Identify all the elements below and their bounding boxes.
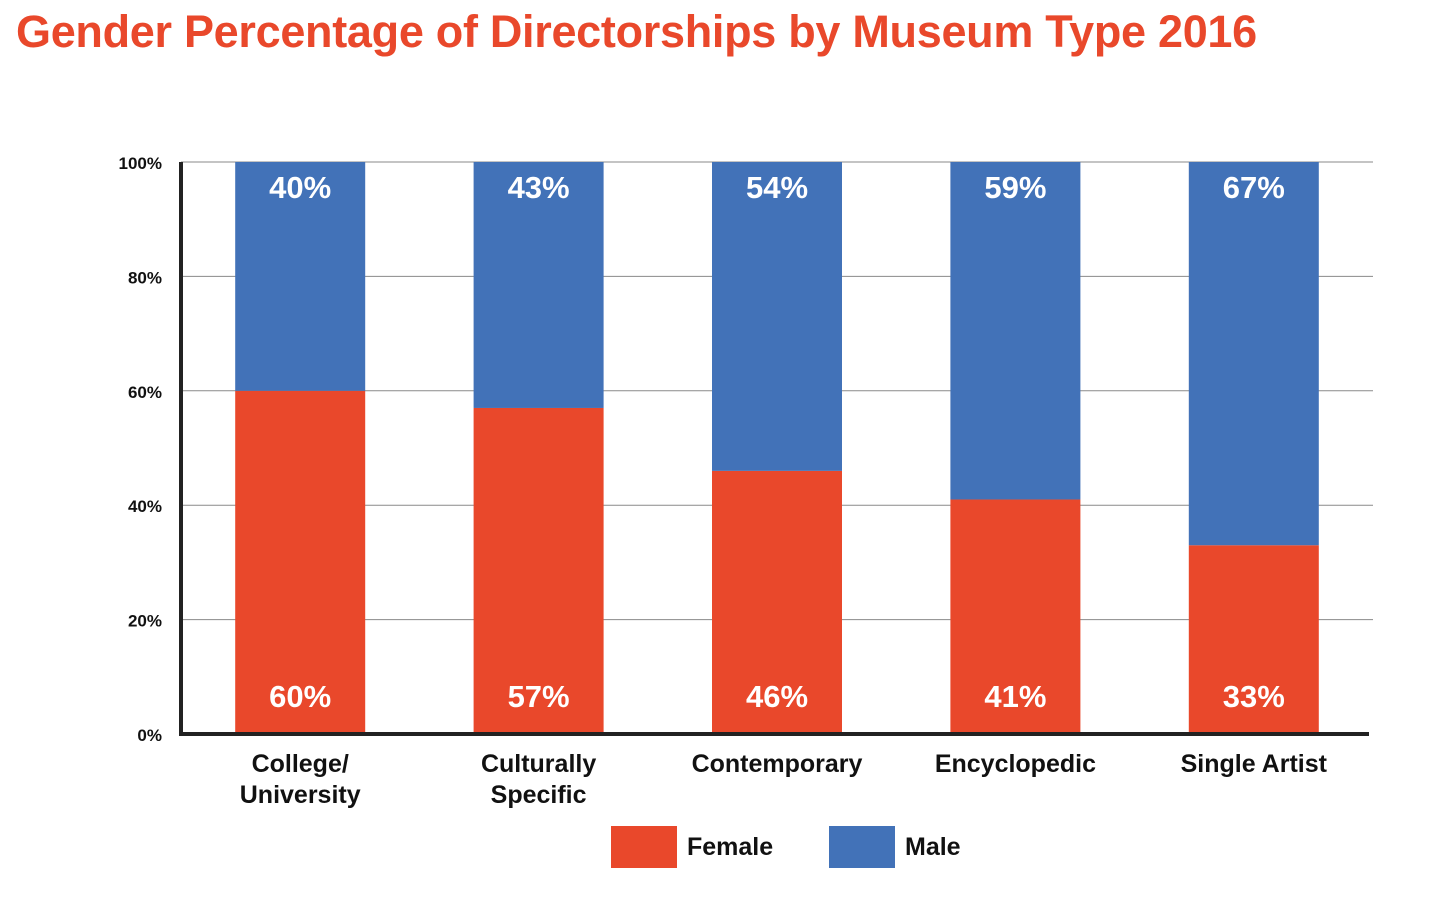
y-tick-label: 80% <box>128 268 162 287</box>
data-label-female: 60% <box>269 679 331 714</box>
y-tick-label: 60% <box>128 383 162 402</box>
x-tick-label: Culturally Specific <box>481 750 596 809</box>
legend-swatch-female <box>611 826 677 868</box>
bar-male <box>1188 162 1319 546</box>
bar-female <box>473 407 604 734</box>
bar-male <box>950 162 1081 500</box>
chart-legend: Female Male <box>0 826 1440 868</box>
legend-label-female: Female <box>687 832 774 861</box>
legend-label-male: Male <box>905 832 961 861</box>
data-label-male: 67% <box>1223 170 1285 205</box>
chart-plot: 0% 20% 40% 60% 80% 100% 60% 57% 46% 41% 33% 40% 43% 5… <box>119 154 1373 809</box>
data-label-male: 43% <box>508 170 570 205</box>
bar-female <box>712 470 842 734</box>
x-tick-label-line: Single Artist <box>1181 750 1328 778</box>
y-tick-label: 40% <box>128 497 162 516</box>
x-tick-label-line: Specific <box>491 781 587 809</box>
bar-male <box>235 162 366 391</box>
chart-title: Gender Percentage of Directorships by Mu… <box>16 6 1257 57</box>
legend-swatch-male <box>829 826 895 868</box>
data-label-female: 46% <box>746 679 808 714</box>
data-label-female: 41% <box>984 679 1046 714</box>
x-tick-label: Single Artist <box>1181 750 1328 778</box>
data-label-male: 54% <box>746 170 808 205</box>
data-label-male: 59% <box>984 170 1046 205</box>
x-tick-label-line: University <box>240 781 361 809</box>
legend-item-female: Female <box>611 826 773 868</box>
x-tick-label: Encyclopedic <box>935 750 1096 778</box>
data-label-male: 40% <box>269 170 331 205</box>
bar-male <box>473 162 604 408</box>
x-tick-label-line: Culturally <box>481 750 596 778</box>
x-tick-label-line: Contemporary <box>692 750 863 778</box>
y-tick-label: 100% <box>119 154 162 173</box>
x-tick-label: College/University <box>240 750 361 809</box>
legend-item-male: Male <box>829 826 961 868</box>
x-tick-label-line: Encyclopedic <box>935 750 1096 778</box>
x-tick-label-line: College/ <box>252 750 349 778</box>
bar-female <box>1188 545 1319 734</box>
y-tick-label: 0% <box>137 726 162 745</box>
bar-female <box>235 390 366 734</box>
bar-male <box>712 162 842 471</box>
data-label-female: 57% <box>508 679 570 714</box>
x-tick-label: Contemporary <box>692 750 863 778</box>
bar-female <box>950 499 1081 734</box>
data-label-female: 33% <box>1223 679 1285 714</box>
y-tick-label: 20% <box>128 612 162 631</box>
